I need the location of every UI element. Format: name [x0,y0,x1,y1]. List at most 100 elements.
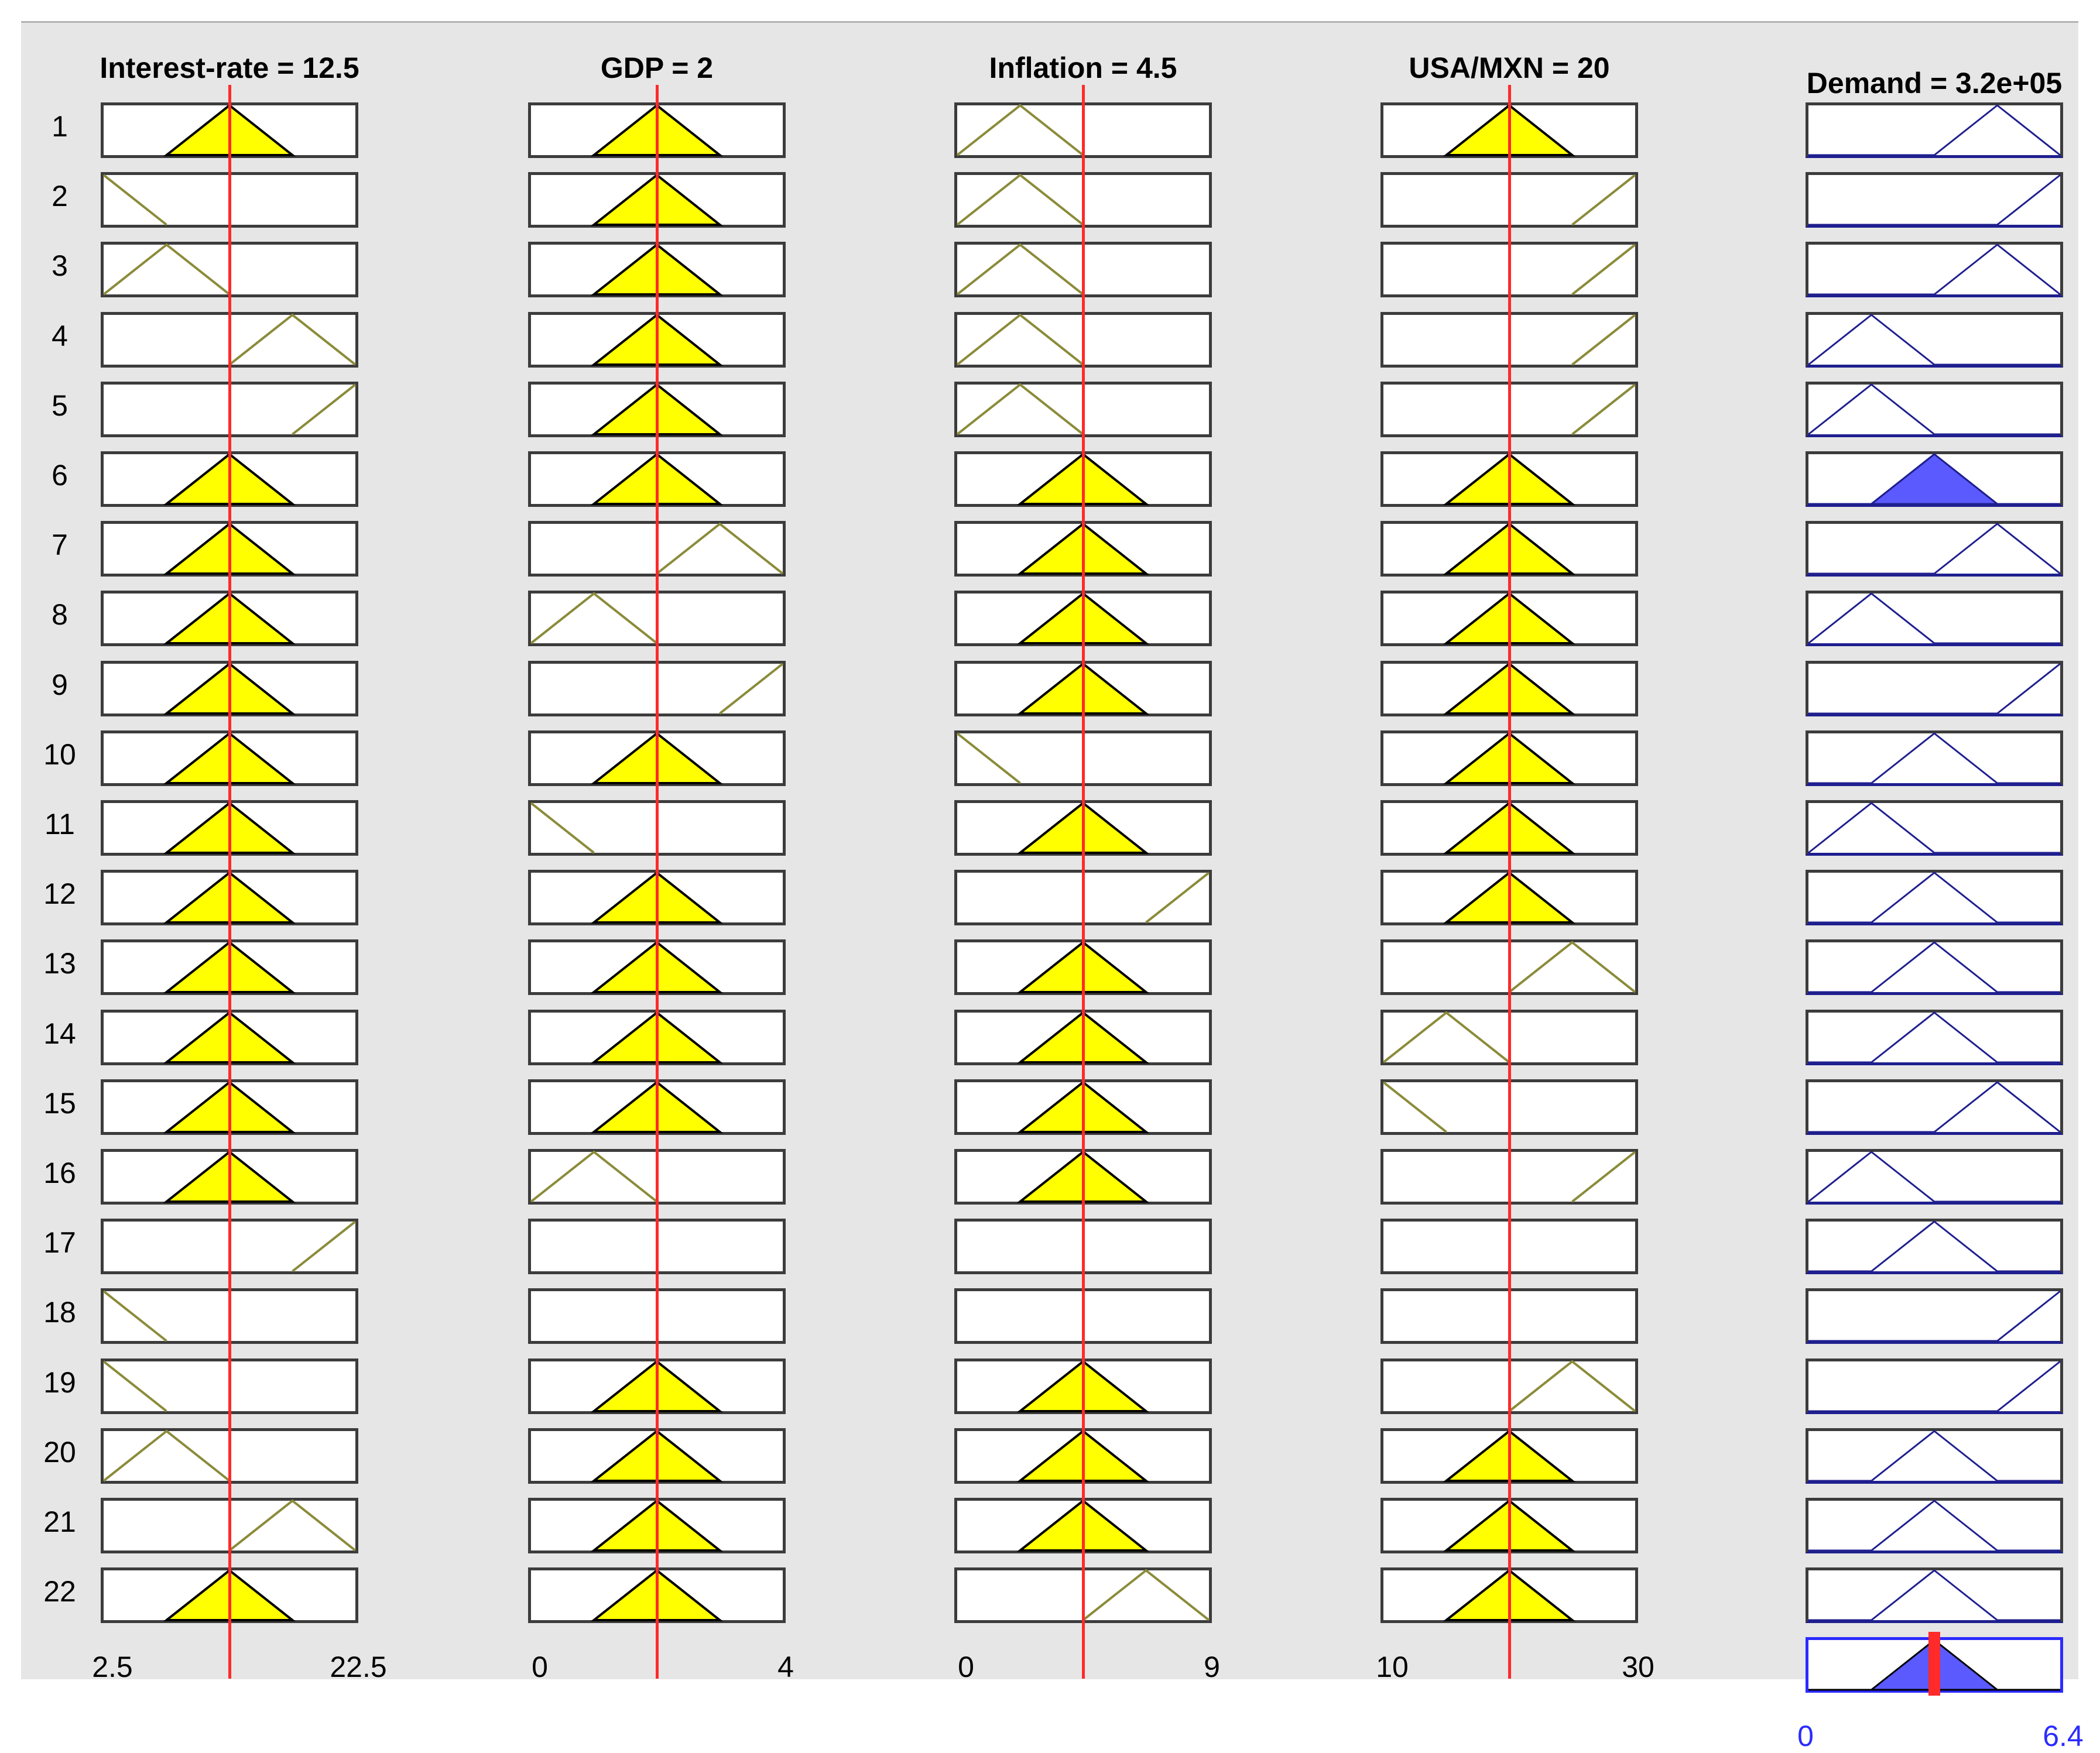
rule-number[interactable]: 21 [43,1505,76,1538]
rule-number[interactable]: 19 [43,1366,76,1399]
rule-number[interactable]: 2 [52,180,68,213]
output-mf-plot[interactable] [1806,1288,2063,1344]
output-mf-plot[interactable] [1806,1009,2063,1065]
input-value-indicator[interactable] [1508,85,1511,1679]
membership-line [102,174,167,226]
output-mf-plot[interactable] [1806,1358,2063,1414]
rule-number[interactable]: 5 [52,389,68,422]
output-membership-line [1808,1360,2061,1412]
membership-line [1571,1151,1636,1203]
output-membership-line [1808,1151,2060,1203]
membership-function-graph [1508,1360,1636,1412]
rule-number[interactable]: 16 [43,1157,76,1189]
output-membership-graph [1808,243,2061,296]
membership-line [719,663,784,715]
output-membership-line [1808,1569,2060,1621]
output-membership-graph [1808,592,2060,644]
membership-line [956,732,1021,784]
membership-function-graph [656,522,784,575]
input-value-indicator[interactable] [656,85,659,1679]
output-membership-graph [1808,313,2060,366]
output-mf-plot[interactable] [1806,1567,2063,1624]
rule-number[interactable]: 6 [52,459,68,492]
rule-number[interactable]: 3 [52,249,68,283]
output-mf-plot[interactable] [1806,660,2063,716]
membership-function-graph [1508,941,1636,993]
aggregated-output-graph [1808,1632,2060,1696]
membership-line [530,1150,658,1203]
membership-function-graph [1571,243,1636,296]
output-mf-plot[interactable] [1806,1498,2063,1553]
rule-number[interactable]: 22 [43,1575,76,1608]
rule-number[interactable]: 11 [44,808,75,841]
output-membership-graph [1808,802,2060,854]
rule-number[interactable]: 9 [52,668,68,701]
rule-number[interactable]: 4 [52,319,68,352]
rule-number[interactable]: 13 [43,947,76,980]
defuzzified-value-marker [1928,1632,1940,1696]
rule-number[interactable]: 18 [43,1296,76,1329]
output-membership-graph [1808,1011,2060,1064]
axis-min-label: 2.5 [92,1651,133,1684]
output-mf-plot[interactable] [1806,1079,2063,1135]
rule-number[interactable]: 14 [43,1017,76,1050]
output-axis-max-label: 6.4 [2043,1720,2084,1753]
input-value-indicator[interactable] [228,85,231,1679]
membership-function-graph [1382,1081,1447,1133]
output-mf-plot[interactable] [1806,521,2063,577]
output-mf-plot[interactable] [1806,1428,2063,1484]
output-membership-line [1808,383,2060,435]
output-membership-graph [1808,523,2061,575]
output-mf-plot[interactable] [1806,381,2063,437]
output-membership-line [1808,592,2060,644]
rule-number[interactable]: 12 [43,877,76,911]
output-mf-plot[interactable] [1806,102,2063,158]
output-membership-line [1808,1291,2061,1342]
output-membership-line [1808,732,2060,784]
membership-line [1571,243,1636,296]
axis-min-label: 10 [1376,1651,1409,1684]
membership-function-graph [1571,314,1636,366]
membership-line [102,1429,231,1482]
membership-function-graph [228,1499,357,1552]
rule-number[interactable]: 8 [52,598,68,632]
output-mf-plot[interactable] [1806,939,2063,996]
membership-function-graph [102,243,231,296]
input-variable-label: USA/MXN = 20 [1409,52,1610,84]
membership-function-graph [956,104,1084,156]
aggregated-output-plot[interactable] [1806,1632,2063,1696]
output-mf-plot[interactable] [1806,242,2063,298]
rule-number[interactable]: 7 [52,529,68,562]
output-mf-plot[interactable] [1806,591,2063,647]
membership-function-graph [292,1220,357,1272]
membership-line [1508,1360,1636,1412]
rule-number[interactable]: 15 [43,1086,76,1120]
rule-number[interactable]: 10 [43,737,76,771]
rule-number[interactable]: 17 [43,1226,76,1260]
output-mf-plot[interactable] [1806,451,2063,507]
membership-function-graph [102,1290,167,1342]
output-membership-line [1808,663,2061,715]
membership-function-graph [1571,1151,1636,1203]
output-membership-line [1808,1080,2061,1133]
input-value-indicator[interactable] [1082,85,1085,1679]
output-mf-plot[interactable] [1806,870,2063,926]
rule-number[interactable]: 20 [43,1435,76,1469]
membership-line [956,383,1084,435]
output-membership-graph [1808,1360,2061,1412]
output-membership-line [1808,174,2061,226]
output-mf-plot[interactable] [1806,800,2063,856]
membership-line [1082,1569,1210,1621]
rule-number[interactable]: 1 [52,110,68,143]
rule-viewer-panel: Interest-rate = 12.5 GDP = 2 Inflation = 4… [21,21,2084,1752]
output-mf-plot[interactable] [1806,311,2063,368]
output-membership-line [1808,1429,2060,1482]
membership-function-graph [102,1360,167,1412]
output-mf-plot[interactable] [1806,730,2063,786]
output-membership-graph [1808,174,2061,226]
output-membership-graph [1808,1291,2061,1342]
output-mf-plot[interactable] [1806,1219,2063,1275]
output-mf-plot[interactable] [1806,172,2063,228]
axis-max-label: 9 [1204,1651,1220,1684]
output-mf-plot[interactable] [1806,1149,2063,1205]
